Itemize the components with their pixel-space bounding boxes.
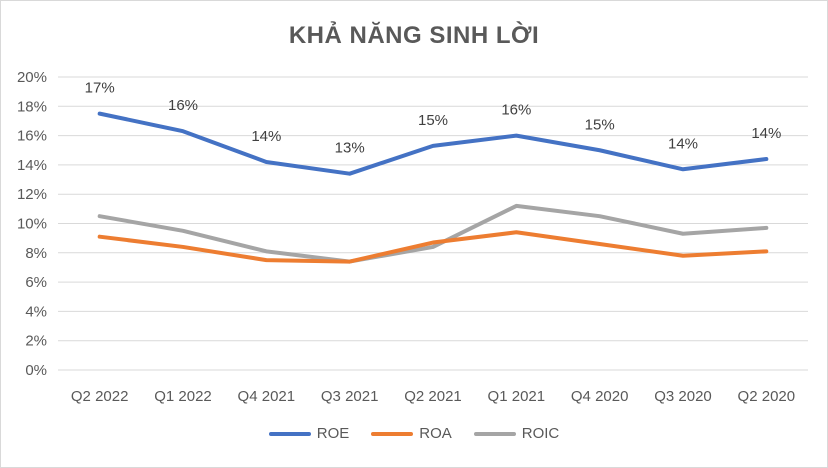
chart-legend: ROE ROA ROIC [0, 425, 828, 442]
legend-label-roe: ROE [316, 425, 350, 442]
y-tick-label: 20% [17, 69, 47, 86]
legend-item-roe: ROE [268, 425, 350, 442]
legend-label-roic: ROIC [521, 425, 560, 442]
y-tick-label: 4% [25, 303, 47, 320]
x-tick-label: Q2 2022 [71, 388, 129, 405]
series-line-roe [97, 111, 769, 176]
data-label: 17% [85, 80, 115, 97]
legend-swatch-roa [371, 431, 414, 436]
chart-title: KHẢ NĂNG SINH LỜI [288, 22, 540, 49]
legend-label-roa: ROA [419, 425, 452, 442]
x-tick-label: Q4 2021 [238, 388, 296, 405]
x-tick-label: Q2 2021 [404, 388, 462, 405]
data-label: 15% [418, 112, 448, 129]
data-label: 16% [501, 102, 531, 119]
y-tick-label: 10% [17, 216, 47, 233]
data-label: 14% [251, 128, 281, 145]
y-tick-label: 0% [25, 362, 47, 379]
data-label: 14% [751, 125, 781, 142]
x-tick-label: Q2 2020 [738, 388, 796, 405]
y-tick-label: 16% [17, 128, 47, 145]
x-tick-label: Q3 2020 [654, 388, 712, 405]
x-tick-label: Q1 2021 [488, 388, 546, 405]
legend-swatch-roe [268, 431, 311, 436]
legend-item-roic: ROIC [473, 425, 560, 442]
x-tick-label: Q1 2022 [154, 388, 212, 405]
data-label: 15% [585, 116, 615, 133]
y-tick-label: 18% [17, 98, 47, 115]
y-tick-label: 12% [17, 186, 47, 203]
y-tick-label: 2% [25, 333, 47, 350]
series-line-roa [97, 230, 769, 264]
series-line-roic [97, 203, 769, 264]
data-label: 13% [335, 140, 365, 157]
x-tick-label: Q4 2020 [571, 388, 629, 405]
data-label: 16% [168, 97, 198, 114]
y-tick-label: 6% [25, 274, 47, 291]
legend-item-roa: ROA [371, 425, 452, 442]
x-tick-label: Q3 2021 [321, 388, 379, 405]
y-tick-label: 14% [17, 157, 47, 174]
legend-swatch-roic [473, 431, 516, 436]
y-tick-label: 8% [25, 245, 47, 262]
data-label: 14% [668, 135, 698, 152]
